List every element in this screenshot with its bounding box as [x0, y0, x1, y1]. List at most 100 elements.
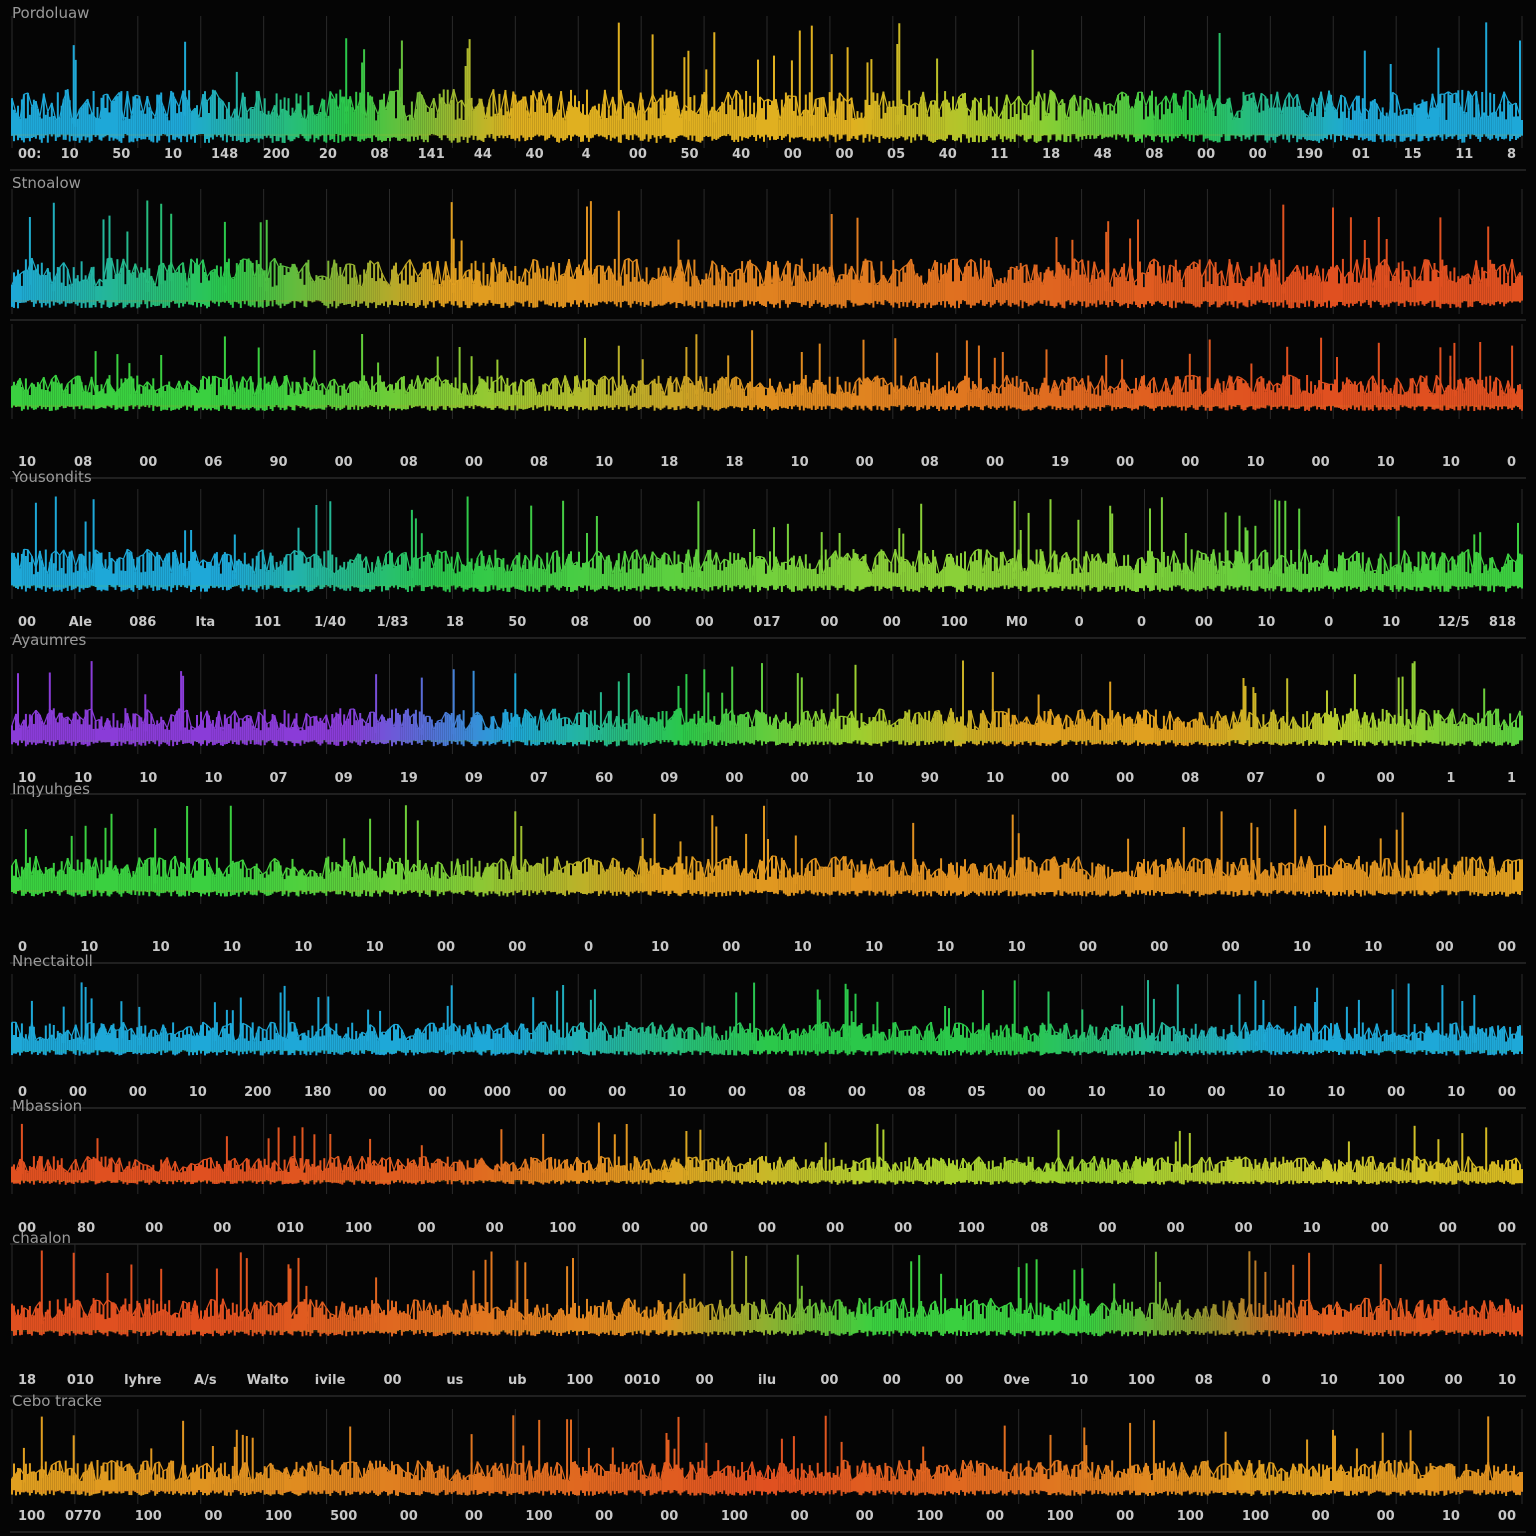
wave-outline [663, 266, 670, 278]
wave-outline [1161, 95, 1167, 103]
wave-outline [1173, 266, 1179, 273]
wave-outline [1049, 380, 1056, 394]
wave-outline [556, 91, 562, 113]
x-tick-label: 017 [753, 615, 780, 630]
wave-outline [449, 89, 455, 105]
wave-outline [675, 377, 682, 391]
wave-outline [338, 385, 343, 388]
wave-outline [1376, 553, 1382, 571]
wave-outline [970, 550, 976, 558]
wave-outline [656, 276, 661, 281]
wave-outline [870, 376, 876, 383]
wave-outline [51, 550, 57, 555]
wave-outline [918, 381, 924, 395]
x-tick-label: 00 [335, 455, 353, 470]
wave-outline [922, 381, 928, 385]
wave-outline [1443, 385, 1449, 394]
wave-outline [879, 377, 884, 380]
wave-outline [1145, 262, 1151, 275]
wave-outline [437, 260, 443, 287]
wave-outline [1324, 90, 1330, 112]
wave-outline [1006, 558, 1012, 564]
wave-outline [126, 269, 132, 276]
wave-outline [1276, 91, 1282, 115]
x-tick-label: 10 [1382, 615, 1400, 630]
wave-outline [556, 377, 562, 390]
x-tick-label: 101 [254, 615, 281, 630]
wave-outline [484, 555, 491, 571]
wave-outline [624, 550, 630, 564]
wave-outline [890, 382, 896, 394]
wave-outline [115, 92, 120, 98]
wave-outline [831, 550, 837, 557]
wave-outline [811, 379, 817, 394]
wave-outline [1332, 383, 1338, 396]
wave-outline [43, 713, 49, 726]
wave-outline [831, 105, 837, 119]
wave-outline [202, 93, 208, 102]
wave-outline [317, 98, 323, 115]
x-tick-label: 18 [725, 455, 743, 470]
wave-outline [1085, 381, 1091, 394]
wave-outline [309, 276, 315, 284]
wave-outline [492, 557, 498, 571]
wave-outline [1452, 280, 1457, 284]
wave-outline [1264, 380, 1270, 392]
wave-outline [568, 258, 574, 279]
wave-outline [544, 278, 550, 283]
x-tick-label: 0 [1137, 615, 1146, 630]
wave-outline [747, 567, 753, 571]
wave-outline [194, 107, 200, 118]
wave-outline [640, 92, 646, 114]
wave-outline [1077, 259, 1083, 264]
wave-outline [1507, 553, 1513, 561]
wave-outline [791, 264, 797, 287]
wave-outline [457, 388, 463, 396]
wave-outline [533, 258, 538, 262]
wave-outline [703, 549, 709, 562]
wave-outline [504, 89, 510, 119]
wave-outline [759, 272, 765, 286]
wave-outline [226, 374, 232, 380]
wave-outline [1065, 99, 1071, 120]
wave-outline [242, 92, 248, 113]
wave-outline [1360, 568, 1366, 574]
wave-outline [684, 104, 689, 109]
wave-outline [1256, 93, 1262, 111]
wave-outline [855, 377, 860, 383]
wave-outline [1348, 379, 1354, 386]
wave-outline [942, 99, 948, 102]
wave-outline [707, 260, 713, 281]
wave-outline [365, 260, 371, 274]
wave-outline [461, 271, 467, 281]
wave-outline [170, 261, 176, 273]
wave-outline [214, 90, 220, 99]
wave-outline [878, 91, 884, 108]
wave-outline [751, 114, 757, 120]
wave-outline [923, 284, 928, 287]
wave-outline [1217, 270, 1223, 276]
wave-outline [218, 276, 224, 279]
wave-outline [958, 93, 964, 98]
wave-outline [1447, 384, 1453, 391]
wave-outline [954, 258, 960, 268]
wave-outline [640, 379, 646, 387]
wave-outline [783, 95, 789, 108]
wave-outline [19, 719, 25, 728]
wave-outline [719, 103, 725, 108]
wave-outline [898, 266, 904, 272]
x-tick-label: 00 [465, 455, 483, 470]
wave-outline [691, 382, 697, 397]
wave-outline [1237, 551, 1242, 554]
wave-outline [1292, 375, 1298, 380]
wave-outline [1463, 273, 1469, 277]
wave-outline [1499, 91, 1505, 105]
wave-outline [492, 89, 498, 116]
wave-outline [867, 377, 872, 383]
wave-outline [246, 258, 251, 263]
wave-outline [1483, 112, 1489, 118]
wave-outline [576, 375, 582, 392]
wave-outline [1014, 95, 1020, 103]
wave-outline [683, 549, 689, 565]
